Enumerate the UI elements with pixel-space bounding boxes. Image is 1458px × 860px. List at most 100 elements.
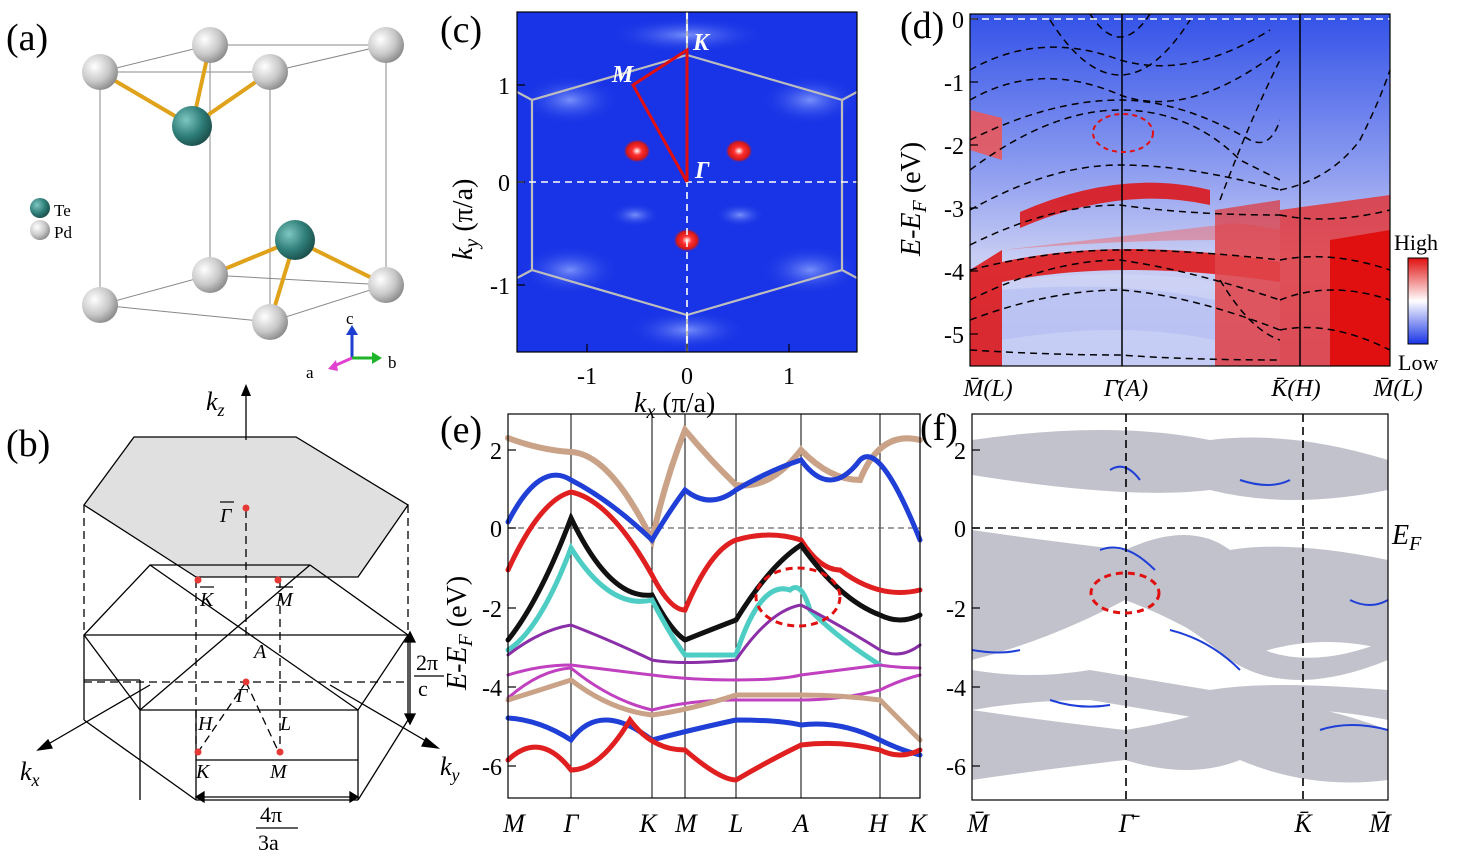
legend-pd: Pd (54, 223, 72, 242)
panel-label-b: (b) (6, 423, 51, 465)
ytick: -1 (944, 71, 964, 97)
k-bottom-label: K (195, 761, 211, 783)
ytick: -5 (944, 323, 964, 349)
arpes-panel: 0 -1 -2 -3 -4 -5 E-EF (eV) M̄(L) Γ̄(A) K… (896, 8, 1438, 402)
colorbar-high: High (1394, 230, 1438, 255)
energy-axis-label: E-EF (eV) (442, 576, 477, 691)
xtick: K̄(H) (1270, 376, 1320, 402)
l-point-label: L (279, 713, 291, 735)
k-point-label: K (692, 30, 711, 56)
gamma-point-label: Γ (235, 685, 249, 707)
intensity-hot-spot (623, 138, 651, 163)
xtick: M̄(L) (1372, 376, 1422, 402)
xtick: M̄ (1368, 809, 1392, 838)
gamma-bar-label: Γ (219, 505, 233, 527)
xtick: Γ̄(A) (1103, 376, 1148, 402)
xtick: K (638, 809, 658, 838)
high-symmetry-dots (194, 504, 284, 756)
ky-label: ky (440, 752, 460, 785)
lattice-axes-triad: c a b (306, 309, 397, 382)
ytick: -4 (946, 676, 966, 702)
pd-atom (192, 27, 228, 63)
ytick: -4 (944, 260, 964, 286)
xtick: M̄ (966, 809, 990, 838)
ytick: -2 (946, 597, 966, 623)
ytick: -4 (482, 676, 502, 702)
bulk-band-structure-panel: 2 0 -2 -4 -6 E-EF (eV) M Γ K M L A H K (442, 413, 928, 838)
axis-b-label: b (388, 353, 397, 372)
bulk-projection (972, 430, 1388, 783)
dim-a-den: 3a (258, 830, 279, 855)
ky-axis-label: ky (π/a) (448, 179, 483, 260)
panel-label-a: (a) (6, 17, 49, 59)
xtick: M (502, 809, 526, 838)
xtick: M̄(L) (962, 376, 1012, 402)
panel-label-e: (e) (440, 409, 483, 451)
pd-atoms (82, 27, 404, 340)
xtick: Γ (563, 809, 580, 838)
panel-label-f: (f) (920, 407, 958, 449)
brillouin-zone-panel: kz kx ky Γ K M A Γ H L K M 2π c 4π 3a (20, 384, 460, 855)
colorbar-low: Low (1398, 350, 1438, 375)
xtick: M (674, 809, 698, 838)
xtick: 1 (783, 364, 795, 390)
fermi-surface-map-panel: K M Γ 1 0 -1 -1 0 1 ky (π/a) kx (π/a) (448, 11, 858, 420)
ytick: -6 (482, 755, 502, 781)
kz-label: kz (206, 387, 225, 420)
xtick: K (908, 809, 928, 838)
legend-te: Te (54, 201, 71, 220)
ytick: 0 (952, 8, 964, 34)
pd-atom (192, 257, 228, 293)
ytick: 0 (954, 517, 966, 543)
m-bottom-label: M (269, 761, 288, 783)
legend-te-swatch (30, 198, 50, 218)
atom-legend: Te Pd (30, 198, 72, 242)
slab-band-structure-panel: 2 0 -2 -4 -6 EF M̄ Γ̄ K̄ M̄ (946, 413, 1422, 838)
ytick: 1 (498, 74, 510, 100)
dim-c-num: 2π (416, 650, 438, 675)
ytick: 0 (498, 171, 510, 197)
high-symmetry-path (631, 47, 689, 183)
ytick: -2 (482, 597, 502, 623)
xtick: Γ̄ (1118, 809, 1141, 838)
a-point-label: A (252, 641, 267, 663)
pd-atom (368, 27, 404, 63)
ef-label: EF (1391, 520, 1422, 555)
surface-states (972, 465, 1388, 731)
ytick: 2 (490, 439, 502, 465)
m-point-label: M (611, 62, 635, 88)
xtick: A (791, 809, 809, 838)
ytick: -2 (944, 134, 964, 160)
m-top-label: M (275, 589, 294, 611)
pd-atom (368, 267, 404, 303)
ytick: -1 (490, 274, 510, 300)
xtick: 0 (681, 364, 693, 390)
te-atom (172, 106, 212, 146)
ytick: -3 (944, 197, 964, 223)
kx-label: kx (20, 757, 40, 790)
intensity-hot-spot (725, 138, 753, 163)
energy-axis-label: E-EF (eV) (896, 142, 931, 257)
axis-c-label: c (346, 309, 354, 328)
pd-atom (82, 54, 118, 90)
xtick: L (728, 809, 743, 838)
dim-a-num: 4π (260, 802, 282, 827)
colorbar (1407, 257, 1429, 345)
xtick: K̄ (1293, 809, 1313, 838)
panel-label-d: (d) (900, 5, 945, 47)
highlight-ellipse (1089, 571, 1161, 615)
panel-label-c: (c) (440, 9, 483, 51)
ytick: 0 (490, 517, 502, 543)
xtick: H (868, 809, 889, 838)
pd-atom (252, 54, 288, 90)
dim-c-den: c (418, 676, 428, 701)
highlight-ellipse (1092, 113, 1154, 153)
k-top-label: K (199, 589, 215, 611)
h-point-label: H (197, 713, 214, 735)
bonds (98, 44, 387, 323)
te-atom (275, 220, 315, 260)
pd-atom (82, 287, 118, 323)
crystal-structure-panel: Te Pd c a b (30, 27, 404, 382)
unit-cell-edges (99, 44, 387, 323)
axis-a-label: a (306, 363, 314, 382)
